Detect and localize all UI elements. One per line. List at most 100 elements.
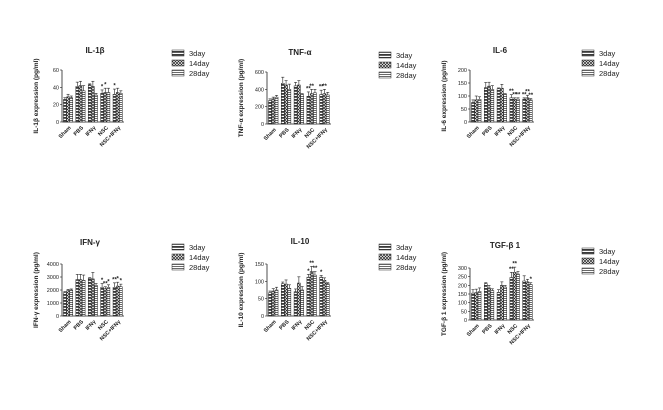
bar [306, 276, 311, 317]
legend-label: 3day [189, 243, 206, 252]
significance-mark: * [117, 277, 120, 283]
bar [477, 99, 482, 123]
bar [297, 282, 301, 317]
y-tick-label: 0 [464, 318, 467, 324]
y-axis-label: IL-10 expression (pg/ml) [238, 253, 245, 328]
bar [63, 99, 67, 123]
legend-label: 3day [599, 49, 616, 58]
chart-title: TNF-α [288, 48, 311, 57]
y-tick-label: 2000 [47, 288, 59, 294]
category-label: IFNγ [291, 319, 304, 332]
category-label: IFNγ [494, 323, 507, 336]
bar [274, 96, 279, 125]
y-tick-label: 100 [255, 279, 264, 285]
bar [75, 279, 80, 317]
bar [100, 287, 104, 317]
legend-swatch [171, 59, 185, 67]
legend-label: 3day [599, 247, 616, 256]
bar [75, 86, 80, 123]
legend-label: 14day [189, 253, 210, 262]
y-tick-label: 300 [458, 266, 467, 272]
bar [319, 276, 323, 317]
y-tick-label: 0 [56, 314, 59, 320]
bar [297, 84, 301, 125]
legend-swatch [171, 263, 185, 271]
chart-panel: IL-6 IL-6 expression (pg/ml) 0 50 100 150 200 S… [441, 46, 620, 148]
bar [91, 278, 95, 317]
bar [322, 93, 327, 125]
bar [119, 286, 123, 317]
bar [268, 292, 272, 317]
significance-mark: * [120, 279, 123, 285]
bar [528, 99, 533, 123]
bar [490, 290, 495, 321]
bar [274, 289, 279, 317]
legend-swatch [171, 69, 185, 77]
bar [69, 97, 73, 123]
bar [490, 89, 495, 123]
bar [313, 274, 317, 317]
bar [487, 85, 491, 123]
legend-label: 14day [396, 61, 417, 70]
legend-swatch [581, 49, 595, 57]
significance-mark: ** [528, 93, 533, 99]
category-label: PBS [73, 319, 85, 331]
y-axis-label: IFN-γ expression (pg/ml) [33, 252, 40, 328]
bar [281, 283, 285, 317]
y-axis-label: IL-1β expression (pg/ml) [33, 58, 40, 133]
significance-mark: ** [322, 84, 327, 90]
legend-swatch [378, 51, 392, 59]
category-label: Sham [263, 319, 278, 334]
bar [94, 285, 98, 317]
bar [63, 292, 67, 317]
significance-mark: ** [522, 92, 527, 98]
bar [87, 278, 92, 317]
bar [106, 92, 111, 123]
category-label: IFNγ [291, 127, 304, 140]
y-tick-label: 150 [255, 262, 264, 268]
bar [119, 93, 123, 123]
legend-swatch [171, 49, 185, 57]
bar [509, 97, 514, 123]
bar [91, 86, 95, 123]
bar [293, 85, 298, 125]
legend-swatch [581, 59, 595, 67]
significance-mark: * [113, 84, 116, 90]
bar [496, 292, 501, 321]
bar [516, 273, 520, 321]
significance-mark: * [107, 279, 110, 285]
legend-label: 14day [599, 257, 620, 266]
y-tick-label: 60 [53, 68, 59, 74]
bar [115, 285, 120, 317]
significance-mark: ** [319, 85, 324, 91]
bar [500, 285, 504, 321]
chart-panel: TGF-β 1 TGF-β 1 expression (pg/ml) 0 50 100 1… [441, 241, 620, 346]
bar [106, 287, 111, 317]
bar [66, 96, 70, 123]
bar [471, 102, 475, 123]
significance-mark: ** [313, 266, 318, 272]
bar [78, 85, 83, 123]
bar [525, 281, 530, 321]
y-tick-label: 50 [461, 309, 467, 315]
bar [522, 280, 526, 321]
bar [81, 280, 86, 317]
bar [81, 90, 86, 123]
significance-mark: ** [309, 84, 314, 90]
bar [112, 94, 117, 123]
y-tick-label: 200 [458, 283, 467, 289]
bar [322, 280, 327, 317]
bar [309, 93, 314, 125]
bar [474, 99, 479, 123]
y-tick-label: 250 [458, 275, 467, 281]
bar [306, 96, 311, 125]
y-axis-label: TGF-β 1 expression (pg/ml) [441, 252, 448, 336]
bar [271, 290, 276, 317]
bar [284, 283, 288, 317]
y-tick-label: 600 [255, 70, 264, 76]
category-label: IFNγ [85, 125, 98, 138]
y-tick-label: 0 [261, 314, 264, 320]
legend-label: 14day [599, 59, 620, 68]
significance-mark: * [307, 269, 310, 275]
legend-label: 28day [396, 263, 417, 272]
